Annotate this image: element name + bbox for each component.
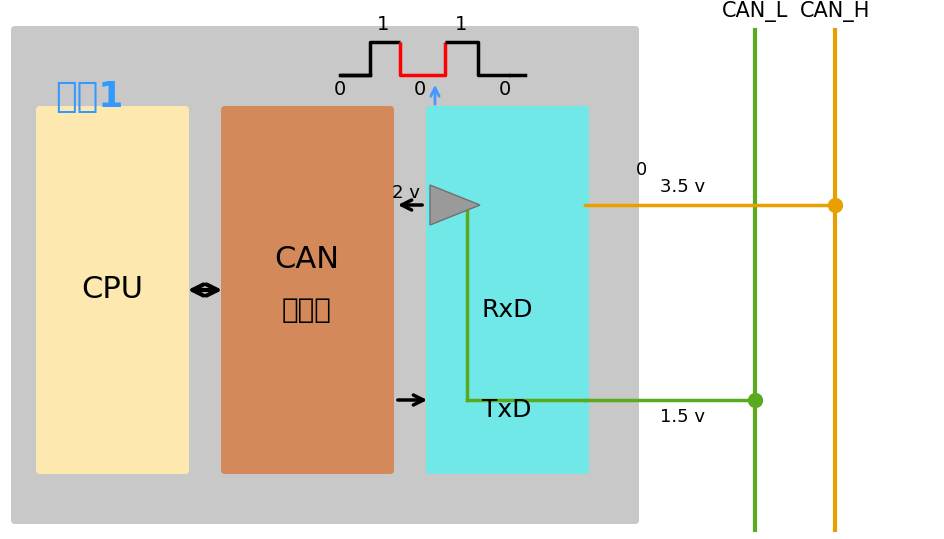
Text: CAN_L: CAN_L — [721, 1, 787, 22]
Text: 0: 0 — [498, 80, 511, 99]
Text: 1: 1 — [454, 15, 466, 34]
Text: 2 v: 2 v — [392, 184, 419, 202]
Text: CPU: CPU — [81, 275, 143, 305]
Text: 3.5 v: 3.5 v — [659, 178, 704, 196]
Text: 1: 1 — [377, 15, 389, 34]
Text: 1.5 v: 1.5 v — [659, 408, 704, 426]
FancyBboxPatch shape — [426, 106, 588, 474]
Text: 0: 0 — [333, 80, 346, 99]
Text: CAN: CAN — [274, 245, 339, 274]
FancyBboxPatch shape — [11, 26, 638, 524]
Text: RxD: RxD — [480, 298, 532, 322]
Text: 节点1: 节点1 — [55, 80, 124, 114]
Polygon shape — [430, 185, 480, 225]
Text: CAN_H: CAN_H — [799, 1, 869, 22]
FancyBboxPatch shape — [221, 106, 394, 474]
Text: 控制器: 控制器 — [281, 296, 331, 324]
Text: 0: 0 — [413, 80, 426, 99]
Text: 0: 0 — [635, 161, 647, 179]
Text: TxD: TxD — [481, 398, 531, 422]
FancyBboxPatch shape — [36, 106, 189, 474]
